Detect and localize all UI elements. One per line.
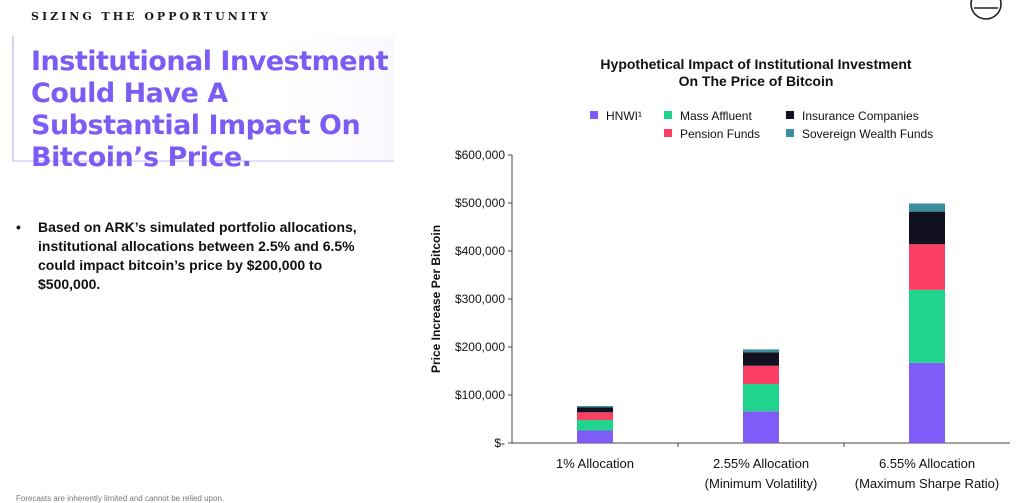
chart-title-line: On The Price of Bitcoin: [679, 73, 834, 89]
legend-swatch: [664, 129, 672, 137]
bar-segment: [743, 365, 779, 384]
x-category-label: (Maximum Sharpe Ratio): [855, 476, 1000, 491]
bar-segment: [909, 211, 945, 245]
bullet-dot-icon: •: [16, 219, 21, 235]
bar-segment: [577, 412, 613, 420]
section-eyebrow: SIZING THE OPPORTUNITY: [31, 10, 272, 23]
bullet-text: Based on ARK’s simulated portfolio alloc…: [38, 219, 357, 292]
bar-segment: [909, 244, 945, 290]
footnote: Forecasts are inherently limited and can…: [16, 494, 225, 503]
x-category-label: 2.55% Allocation: [713, 456, 809, 471]
bitcoin-impact-chart: Hypothetical Impact of Institutional Inv…: [429, 56, 1010, 491]
y-tick-label: $200,000: [455, 340, 505, 354]
bar-segment: [743, 352, 779, 366]
y-tick-label: $600,000: [455, 148, 505, 162]
y-tick-label: $-: [494, 436, 505, 450]
x-category-label: (Minimum Volatility): [705, 476, 818, 491]
legend-label: Pension Funds: [680, 127, 760, 141]
y-tick-label: $400,000: [455, 244, 505, 258]
chart-title-line: Hypothetical Impact of Institutional Inv…: [600, 56, 911, 72]
bullet-list: • Based on ARK’s simulated portfolio all…: [14, 218, 374, 294]
x-category-label: 6.55% Allocation: [879, 456, 975, 471]
legend-swatch: [786, 111, 794, 119]
y-tick-label: $500,000: [455, 196, 505, 210]
bullet-item: • Based on ARK’s simulated portfolio all…: [14, 218, 374, 294]
legend-label: HNWI¹: [606, 109, 642, 123]
y-axis-label: Price Increase Per Bitcoin: [429, 225, 443, 373]
legend-label: Insurance Companies: [802, 109, 919, 123]
bar-segment: [909, 289, 945, 363]
x-category-label: 1% Allocation: [556, 456, 634, 471]
logo-circle-icon: [968, 0, 1004, 27]
page-title: Institutional Investment Could Have A Su…: [31, 46, 389, 173]
bar-segment: [909, 203, 945, 212]
bar-segment: [577, 406, 613, 408]
y-tick-label: $100,000: [455, 388, 505, 402]
y-tick-label: $300,000: [455, 292, 505, 306]
bar-segment: [577, 430, 613, 443]
title-panel: [12, 36, 394, 162]
bar-segment: [743, 349, 779, 353]
legend-swatch: [590, 111, 598, 119]
legend-swatch: [786, 129, 794, 137]
legend-label: Mass Affluent: [680, 109, 752, 123]
legend-swatch: [664, 111, 672, 119]
bar-segment: [743, 411, 779, 443]
bar-segment: [577, 407, 613, 413]
bar-segment: [743, 383, 779, 412]
legend-label: Sovereign Wealth Funds: [802, 127, 933, 141]
bar-segment: [909, 362, 945, 443]
bar-segment: [577, 419, 613, 431]
